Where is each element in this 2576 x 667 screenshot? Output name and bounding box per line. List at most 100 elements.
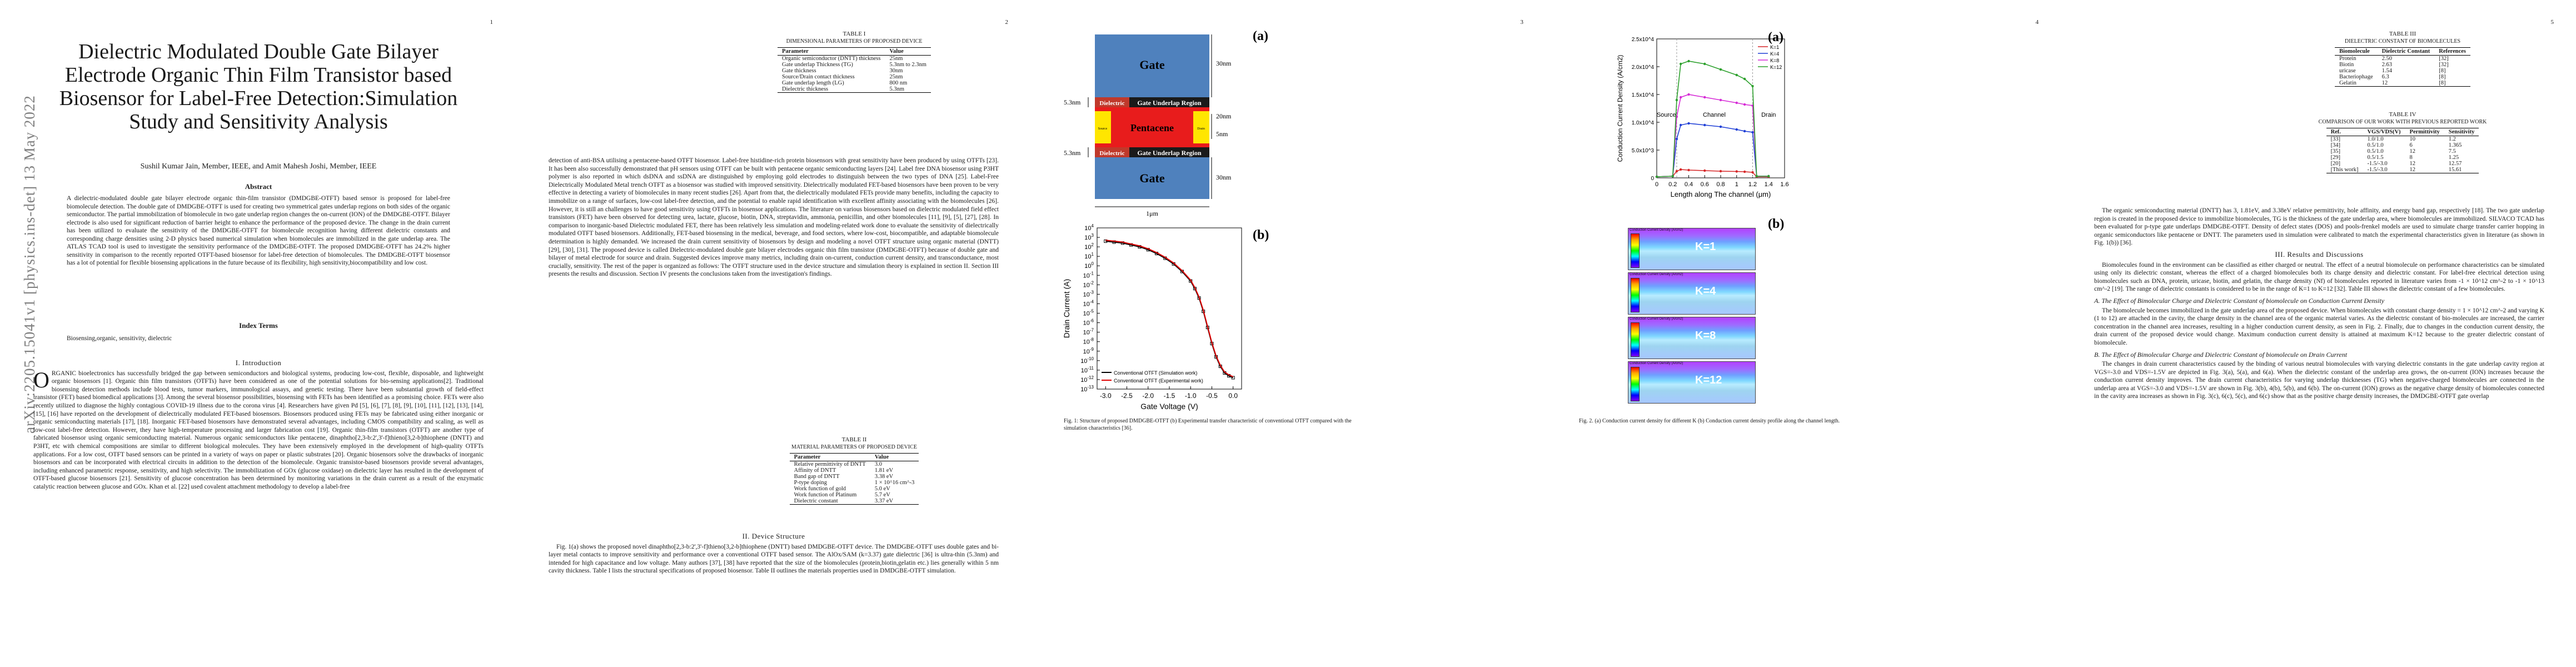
x-tick-label: -1.0 xyxy=(1185,392,1197,400)
x-tick-label: -2.0 xyxy=(1142,392,1154,400)
index-terms-heading: Index Terms xyxy=(239,321,278,330)
contour-panel-header: Conduction Current Density (A/cm2) xyxy=(1630,317,1683,321)
y-tick-label: 10-8 xyxy=(1083,337,1094,346)
dim-53nm-top: 5.3nm xyxy=(1064,98,1081,106)
page-4: 4 0 0.2 0.4 0.6 0.8 1 1.2 1.4 1.6 0 5.0x10^3 1.0x10… xyxy=(1546,0,2061,667)
y-tick-label: 10-7 xyxy=(1083,328,1094,336)
contour-panel: Conduction Current Density (A/cm2) K=4 xyxy=(1628,272,1756,315)
x-tick-label: 1 xyxy=(1735,181,1738,188)
page-3: 3 Gate Dielectric Gate Underlap Region S… xyxy=(1030,0,1546,667)
table-2: TABLE II Material parameters of proposed… xyxy=(763,436,946,507)
table-row: [35] 0.5/1.0 12 7.5 xyxy=(2330,148,2456,155)
fig1-label-b: (b) xyxy=(1253,228,1269,242)
data-point xyxy=(1719,68,1722,71)
table-row: Gate thickness 30nm xyxy=(782,68,903,74)
contour-panel: Conduction Current Density (A/cm2) K=12 xyxy=(1628,361,1756,404)
y-tick-label: 10-4 xyxy=(1083,299,1094,307)
data-point xyxy=(1687,93,1690,96)
x-tick-label: 1.6 xyxy=(1780,181,1788,188)
table-row: Organic semiconductor (DNTT) thickness 25… xyxy=(782,56,903,62)
table-caption-num: TABLE II xyxy=(841,436,867,443)
data-point xyxy=(1675,170,1678,173)
table-4: TABLE IV Comparison of our work with pre… xyxy=(2300,111,2505,176)
table-row: Relative permittivity of DNTT 3.0 xyxy=(794,461,882,467)
data-point xyxy=(1679,96,1682,99)
contour-panel-label: K=4 xyxy=(1695,285,1716,297)
y-tick-label: 101 xyxy=(1084,252,1094,260)
y-tick-label: 10-1 xyxy=(1083,271,1094,279)
y-tick-label: 10-3 xyxy=(1083,290,1094,298)
table-caption: Comparison of our work with previous rep… xyxy=(2318,119,2487,125)
table-3: TABLE III Dielectric constant of biomole… xyxy=(2308,31,2497,89)
data-point xyxy=(1687,168,1690,172)
page-5: 5 TABLE III Dielectric constant of biomo… xyxy=(2061,0,2576,667)
region-label-channel: Channel xyxy=(1703,112,1726,118)
table-row: Biotin 2.63 [32] xyxy=(2339,62,2449,68)
x-tick-label: -3.0 xyxy=(1100,392,1112,400)
section-heading: II. Device Structure xyxy=(742,532,805,540)
drain-contact xyxy=(1193,111,1209,143)
color-scale xyxy=(1631,233,1640,268)
section-heading: III. Results and Discussions xyxy=(2275,250,2364,258)
table-caption-num: TABLE III xyxy=(2389,31,2416,37)
y-tick-label: 2.5x10^4 xyxy=(1632,37,1655,43)
page-number: 3 xyxy=(1520,19,1524,26)
table-row: Source/Drain contact thickness 25nm xyxy=(782,74,903,80)
page-number: 1 xyxy=(490,19,494,26)
abstract-text: A dielectric-modulated double gate bilay… xyxy=(67,195,450,266)
table-header: Value xyxy=(870,453,919,461)
fig2-caption: Fig. 2. (a) Conduction current density f… xyxy=(1579,418,1840,424)
data-point xyxy=(1655,175,1658,178)
legend-label: Conventional OTFT (Simulation work) xyxy=(1114,370,1197,376)
paper-authors: Sushil Kumar Jain, Member, IEEE, and Ami… xyxy=(140,162,377,171)
y-tick-label: 10-9 xyxy=(1083,347,1094,355)
y-tick-label: 104 xyxy=(1084,223,1094,232)
x-tick-label: 0.6 xyxy=(1701,181,1709,188)
table-header: Value xyxy=(885,47,931,56)
dim-30nm-top: 30nm xyxy=(1216,59,1232,67)
body-paragraph: Biomolecules found in the environment ca… xyxy=(2094,261,2544,293)
y-tick-label: 100 xyxy=(1084,261,1094,270)
table-row: P-type doping 1 × 10^16 cm^-3 xyxy=(794,480,915,486)
table-row: Protein 2.50 [32] xyxy=(2339,56,2449,62)
legend-label: K=1 xyxy=(1770,44,1779,50)
fig1-caption: Fig. 1: Structure of proposed DMDGBE-OTF… xyxy=(1064,418,1352,431)
y-axis-label: Drain Current (A) xyxy=(1062,279,1071,339)
table-row: Work function of gold 5.0 eV xyxy=(794,486,890,492)
contour-panel-label: K=12 xyxy=(1695,374,1722,386)
data-point xyxy=(1735,170,1738,173)
body-paragraph: The biomolecule becomes immobilized in t… xyxy=(2094,307,2544,346)
data-point xyxy=(1735,101,1738,104)
x-tick-label: 0.8 xyxy=(1716,181,1725,188)
page-number: 4 xyxy=(2035,19,2039,26)
table-4-grid: Ref. VGS/VDS(V) Permittivity Sensitivity [3… xyxy=(2326,128,2479,173)
source-contact-label: Source xyxy=(1098,127,1108,131)
contour-panel: Conduction Current Density (A/cm2) K=8 xyxy=(1628,317,1756,359)
page-number: 5 xyxy=(2550,19,2554,26)
table-row: Dielectric thickness 5.3nm xyxy=(778,86,931,93)
y-tick-label: 10-5 xyxy=(1083,309,1094,317)
y-tick-label: 10-13 xyxy=(1080,385,1094,393)
data-point xyxy=(1675,137,1678,141)
gate-bottom-block xyxy=(1095,157,1209,199)
y-tick-label: 2.0x10^4 xyxy=(1632,64,1655,71)
intro-column: I. Introduction O RGANIC bioelectronics h… xyxy=(33,356,484,494)
data-point xyxy=(1743,103,1746,106)
page5-body: The organic semiconducting material (DNT… xyxy=(2094,207,2544,403)
y-tick-label: 1.0x10^4 xyxy=(1632,120,1655,126)
table-row: [20] -1.5/-3.0 12 12.57 xyxy=(2330,161,2462,167)
paper-title: Dielectric Modulated Double Gate Bilayer… xyxy=(59,40,458,133)
table-row: Bacteriophage 6.3 [8] xyxy=(2339,74,2446,80)
table-caption: Material parameters of proposed device xyxy=(791,444,917,450)
series-line xyxy=(1105,240,1234,377)
table-row: Gelatin 12 [8] xyxy=(2334,80,2471,87)
data-point xyxy=(1751,131,1754,134)
legend-label: Conventional OTFT (Experimental work) xyxy=(1114,378,1203,384)
source-contact xyxy=(1095,111,1111,143)
dim-53nm-bottom: 5.3nm xyxy=(1064,149,1081,157)
color-scale xyxy=(1631,278,1640,312)
table-1: TABLE I Dimensional parameters of propos… xyxy=(763,31,946,95)
x-axis-label: Length along The channel (μm) xyxy=(1671,190,1771,198)
gate-top-block xyxy=(1095,34,1209,97)
dim-20nm: 20nm xyxy=(1216,112,1232,120)
